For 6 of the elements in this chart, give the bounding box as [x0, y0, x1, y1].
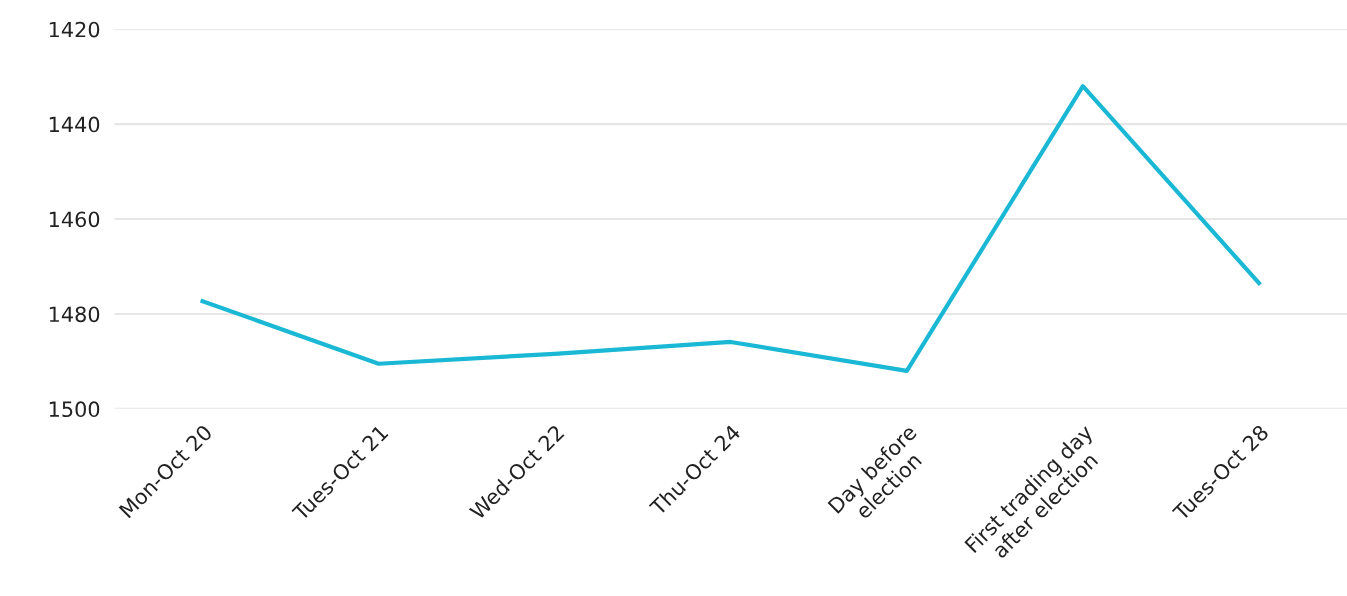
- y-tick-label: 1480: [49, 306, 100, 323]
- line-series: [200, 84, 1262, 373]
- y-tick-label: 1440: [49, 116, 100, 133]
- y-tick-label: 1500: [49, 401, 100, 418]
- y-tick-label: 1460: [49, 211, 100, 228]
- y-tick-label: 1420: [49, 21, 100, 38]
